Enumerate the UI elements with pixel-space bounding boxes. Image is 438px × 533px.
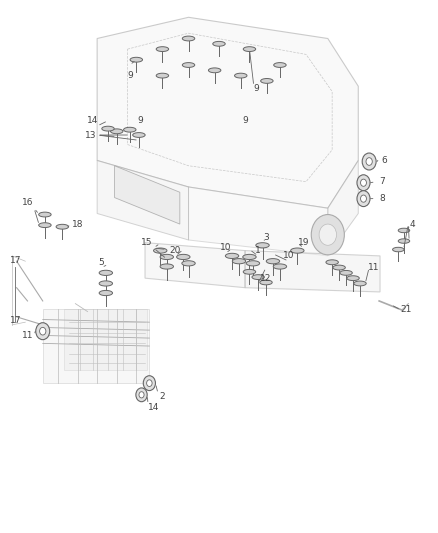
Text: 12: 12	[260, 273, 272, 282]
Polygon shape	[97, 160, 188, 240]
Circle shape	[143, 376, 155, 391]
Ellipse shape	[266, 259, 280, 264]
Ellipse shape	[182, 62, 195, 68]
Circle shape	[360, 179, 367, 187]
Ellipse shape	[333, 265, 345, 270]
Text: 16: 16	[22, 198, 33, 207]
Ellipse shape	[130, 58, 142, 62]
Text: 9: 9	[253, 84, 259, 93]
Text: 17: 17	[10, 256, 21, 265]
Ellipse shape	[232, 259, 246, 264]
Text: 6: 6	[381, 156, 387, 165]
Ellipse shape	[99, 270, 113, 276]
Ellipse shape	[39, 223, 51, 228]
Circle shape	[357, 191, 370, 207]
Circle shape	[360, 195, 367, 202]
Ellipse shape	[160, 254, 173, 260]
Text: 7: 7	[379, 177, 385, 186]
Text: 9: 9	[127, 71, 133, 80]
Ellipse shape	[273, 264, 286, 269]
Text: 2: 2	[159, 392, 165, 401]
Text: 15: 15	[141, 238, 153, 247]
Polygon shape	[245, 251, 380, 292]
Circle shape	[311, 215, 344, 255]
Ellipse shape	[340, 270, 352, 275]
Circle shape	[366, 158, 372, 165]
Ellipse shape	[226, 253, 239, 259]
Ellipse shape	[182, 261, 195, 266]
Circle shape	[147, 380, 152, 386]
Ellipse shape	[160, 264, 173, 269]
Ellipse shape	[398, 239, 410, 243]
Ellipse shape	[182, 36, 195, 41]
Text: 10: 10	[283, 252, 294, 261]
Ellipse shape	[354, 281, 366, 286]
Circle shape	[139, 392, 144, 398]
Text: 3: 3	[263, 233, 269, 242]
Ellipse shape	[291, 248, 304, 253]
Ellipse shape	[99, 281, 113, 286]
Ellipse shape	[99, 290, 113, 296]
Ellipse shape	[208, 68, 221, 72]
Ellipse shape	[243, 47, 256, 52]
Ellipse shape	[102, 126, 114, 131]
Text: 19: 19	[298, 238, 310, 247]
Polygon shape	[43, 309, 149, 383]
Ellipse shape	[39, 212, 51, 217]
Circle shape	[136, 388, 147, 402]
Ellipse shape	[234, 73, 247, 78]
Polygon shape	[97, 17, 358, 208]
Text: 18: 18	[72, 220, 83, 229]
Ellipse shape	[156, 47, 169, 52]
Ellipse shape	[398, 228, 410, 233]
Ellipse shape	[246, 261, 260, 266]
Ellipse shape	[213, 42, 225, 46]
Text: 20: 20	[170, 246, 181, 255]
Ellipse shape	[124, 127, 136, 132]
Polygon shape	[188, 187, 328, 256]
Ellipse shape	[326, 260, 339, 265]
Text: 11: 11	[368, 263, 379, 272]
Text: 5: 5	[99, 258, 104, 266]
Ellipse shape	[252, 274, 265, 279]
Ellipse shape	[243, 254, 256, 260]
Circle shape	[362, 153, 376, 170]
Ellipse shape	[392, 247, 404, 252]
Text: 14: 14	[148, 402, 159, 411]
Polygon shape	[64, 309, 147, 370]
Polygon shape	[328, 160, 358, 256]
Text: 21: 21	[400, 305, 412, 314]
Ellipse shape	[256, 243, 269, 248]
Text: 8: 8	[379, 194, 385, 203]
Ellipse shape	[260, 280, 272, 285]
Text: 4: 4	[410, 220, 416, 229]
Text: 17: 17	[10, 316, 21, 325]
Ellipse shape	[274, 62, 286, 68]
Text: 13: 13	[85, 131, 96, 140]
Ellipse shape	[154, 248, 167, 253]
Ellipse shape	[133, 133, 145, 138]
Text: 10: 10	[220, 244, 231, 253]
Polygon shape	[145, 243, 245, 288]
Text: 9: 9	[138, 116, 144, 125]
Ellipse shape	[110, 129, 123, 134]
Text: 11: 11	[22, 331, 33, 340]
Polygon shape	[115, 166, 180, 224]
Circle shape	[39, 327, 46, 335]
Ellipse shape	[156, 73, 169, 78]
Text: 1: 1	[255, 246, 261, 255]
Text: 9: 9	[242, 116, 248, 125]
Circle shape	[36, 322, 49, 340]
Ellipse shape	[177, 254, 190, 260]
Circle shape	[357, 175, 370, 191]
Ellipse shape	[243, 269, 256, 274]
Ellipse shape	[347, 276, 359, 280]
Text: 14: 14	[87, 116, 99, 125]
Ellipse shape	[56, 224, 68, 229]
Ellipse shape	[261, 78, 273, 83]
Circle shape	[319, 224, 336, 245]
